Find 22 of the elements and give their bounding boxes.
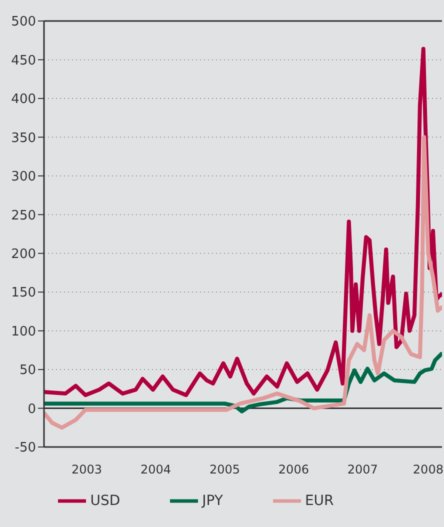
legend-label: USD — [90, 492, 120, 509]
x-tick-label: 2006 — [278, 462, 309, 477]
legend-label: JPY — [202, 492, 223, 509]
x-tick-label: 2003 — [71, 462, 102, 477]
y-tick-label: 400 — [11, 92, 36, 108]
y-tick-label: 250 — [11, 208, 36, 224]
y-tick-label: 200 — [11, 246, 36, 262]
line-series — [44, 46, 442, 398]
legend-label: EUR — [304, 492, 334, 509]
y-tick-label: -50 — [14, 440, 36, 456]
x-tick-label: 2007 — [347, 462, 378, 477]
y-tick-label: 100 — [11, 324, 36, 340]
y-tick-label: 450 — [11, 53, 36, 68]
y-tick-label: 300 — [11, 170, 36, 185]
x-tick-label: 2005 — [209, 462, 240, 477]
y-tick-label: 0 — [28, 402, 36, 417]
y-tick-label: 500 — [11, 14, 36, 30]
y-tick-label: 50 — [19, 363, 36, 378]
y-tick-label: 150 — [11, 286, 36, 301]
y-tick-label: 350 — [11, 130, 36, 146]
x-tick-label: 2008 — [412, 462, 444, 477]
x-tick-label: 2004 — [140, 462, 172, 477]
